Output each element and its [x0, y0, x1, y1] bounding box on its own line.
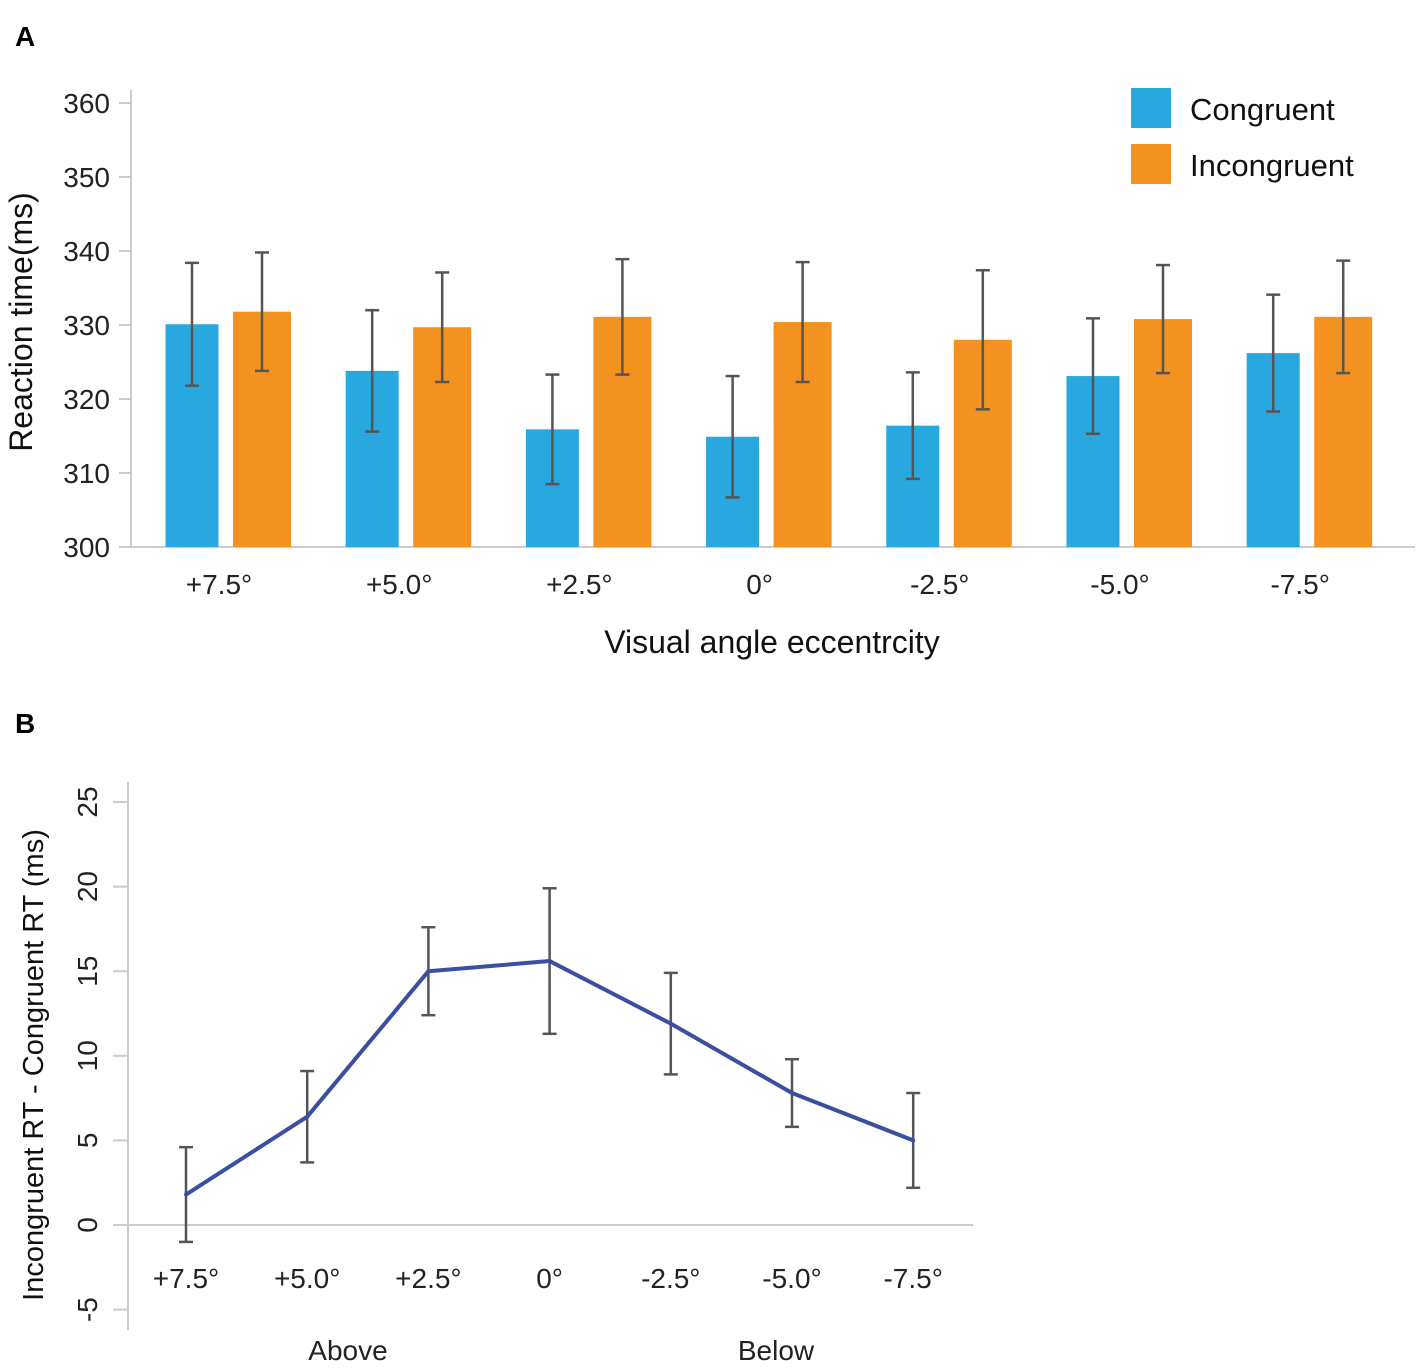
y-tick-label: 320	[63, 384, 110, 415]
x-tick-label: 0°	[536, 1263, 563, 1294]
data-point	[547, 959, 552, 964]
x-tick-label: -2.5°	[910, 569, 969, 600]
x-tick-label: -7.5°	[1270, 569, 1329, 600]
legend-label-incongruent: Incongruent	[1190, 148, 1354, 183]
y-tick-label: 300	[63, 532, 110, 563]
panel-label-a: A	[15, 21, 35, 52]
x-tick-label: -2.5°	[641, 1263, 700, 1294]
y-tick-label: 10	[72, 1040, 103, 1071]
chart-a-y-title: Reaction time(ms)	[3, 192, 39, 452]
chart-b-y-title: Incongruent RT - Congruent RT (ms)	[18, 829, 50, 1301]
y-tick-label: 25	[72, 786, 103, 817]
y-tick-label: 340	[63, 236, 110, 267]
data-point	[668, 1021, 673, 1026]
y-tick-label: 20	[72, 871, 103, 902]
chart-b: -5 0 5 10 15 20 25 +7.5° +5.0° +2.5° 0° -2.5° -5.0° -…	[72, 782, 973, 1330]
data-point	[305, 1114, 310, 1119]
legend-swatch-congruent	[1131, 88, 1171, 128]
x-tick-label: 0°	[746, 569, 773, 600]
data-point	[426, 969, 431, 974]
y-tick-label: 310	[63, 458, 110, 489]
y-tick-label: 330	[63, 310, 110, 341]
x-tick-label: -7.5°	[883, 1263, 942, 1294]
chart-a-x-title: Visual angle eccentrcity	[604, 624, 940, 660]
y-tick-label: 15	[72, 956, 103, 987]
legend-swatch-incongruent	[1131, 144, 1171, 184]
x-tick-label: +7.5°	[186, 569, 252, 600]
legend-label-congruent: Congruent	[1190, 92, 1335, 127]
x-tick-label: +5.0°	[274, 1263, 340, 1294]
x-tick-label: +7.5°	[153, 1263, 219, 1294]
x-tick-label: -5.0°	[1090, 569, 1149, 600]
y-tick-label: 360	[63, 88, 110, 119]
data-point	[790, 1091, 794, 1096]
x-tick-label: +2.5°	[395, 1263, 461, 1294]
panel-label-b: B	[15, 708, 35, 739]
group-label-below: Below	[738, 1335, 815, 1366]
y-tick-label: -5	[72, 1297, 103, 1322]
x-tick-label: +2.5°	[546, 569, 612, 600]
group-label-above: Above	[308, 1335, 387, 1366]
y-tick-label: 0	[72, 1217, 103, 1233]
chart-a: 300 310 320 330 340 350 360 +7.5° +5.0° +2.5° 0° -2…	[63, 88, 1415, 600]
x-tick-label: +5.0°	[366, 569, 432, 600]
data-point	[184, 1192, 188, 1197]
legend: Congruent Incongruent	[1131, 88, 1354, 184]
x-tick-label: -5.0°	[762, 1263, 821, 1294]
y-tick-label: 5	[72, 1133, 103, 1149]
y-tick-label: 350	[63, 162, 110, 193]
data-point	[911, 1138, 916, 1143]
